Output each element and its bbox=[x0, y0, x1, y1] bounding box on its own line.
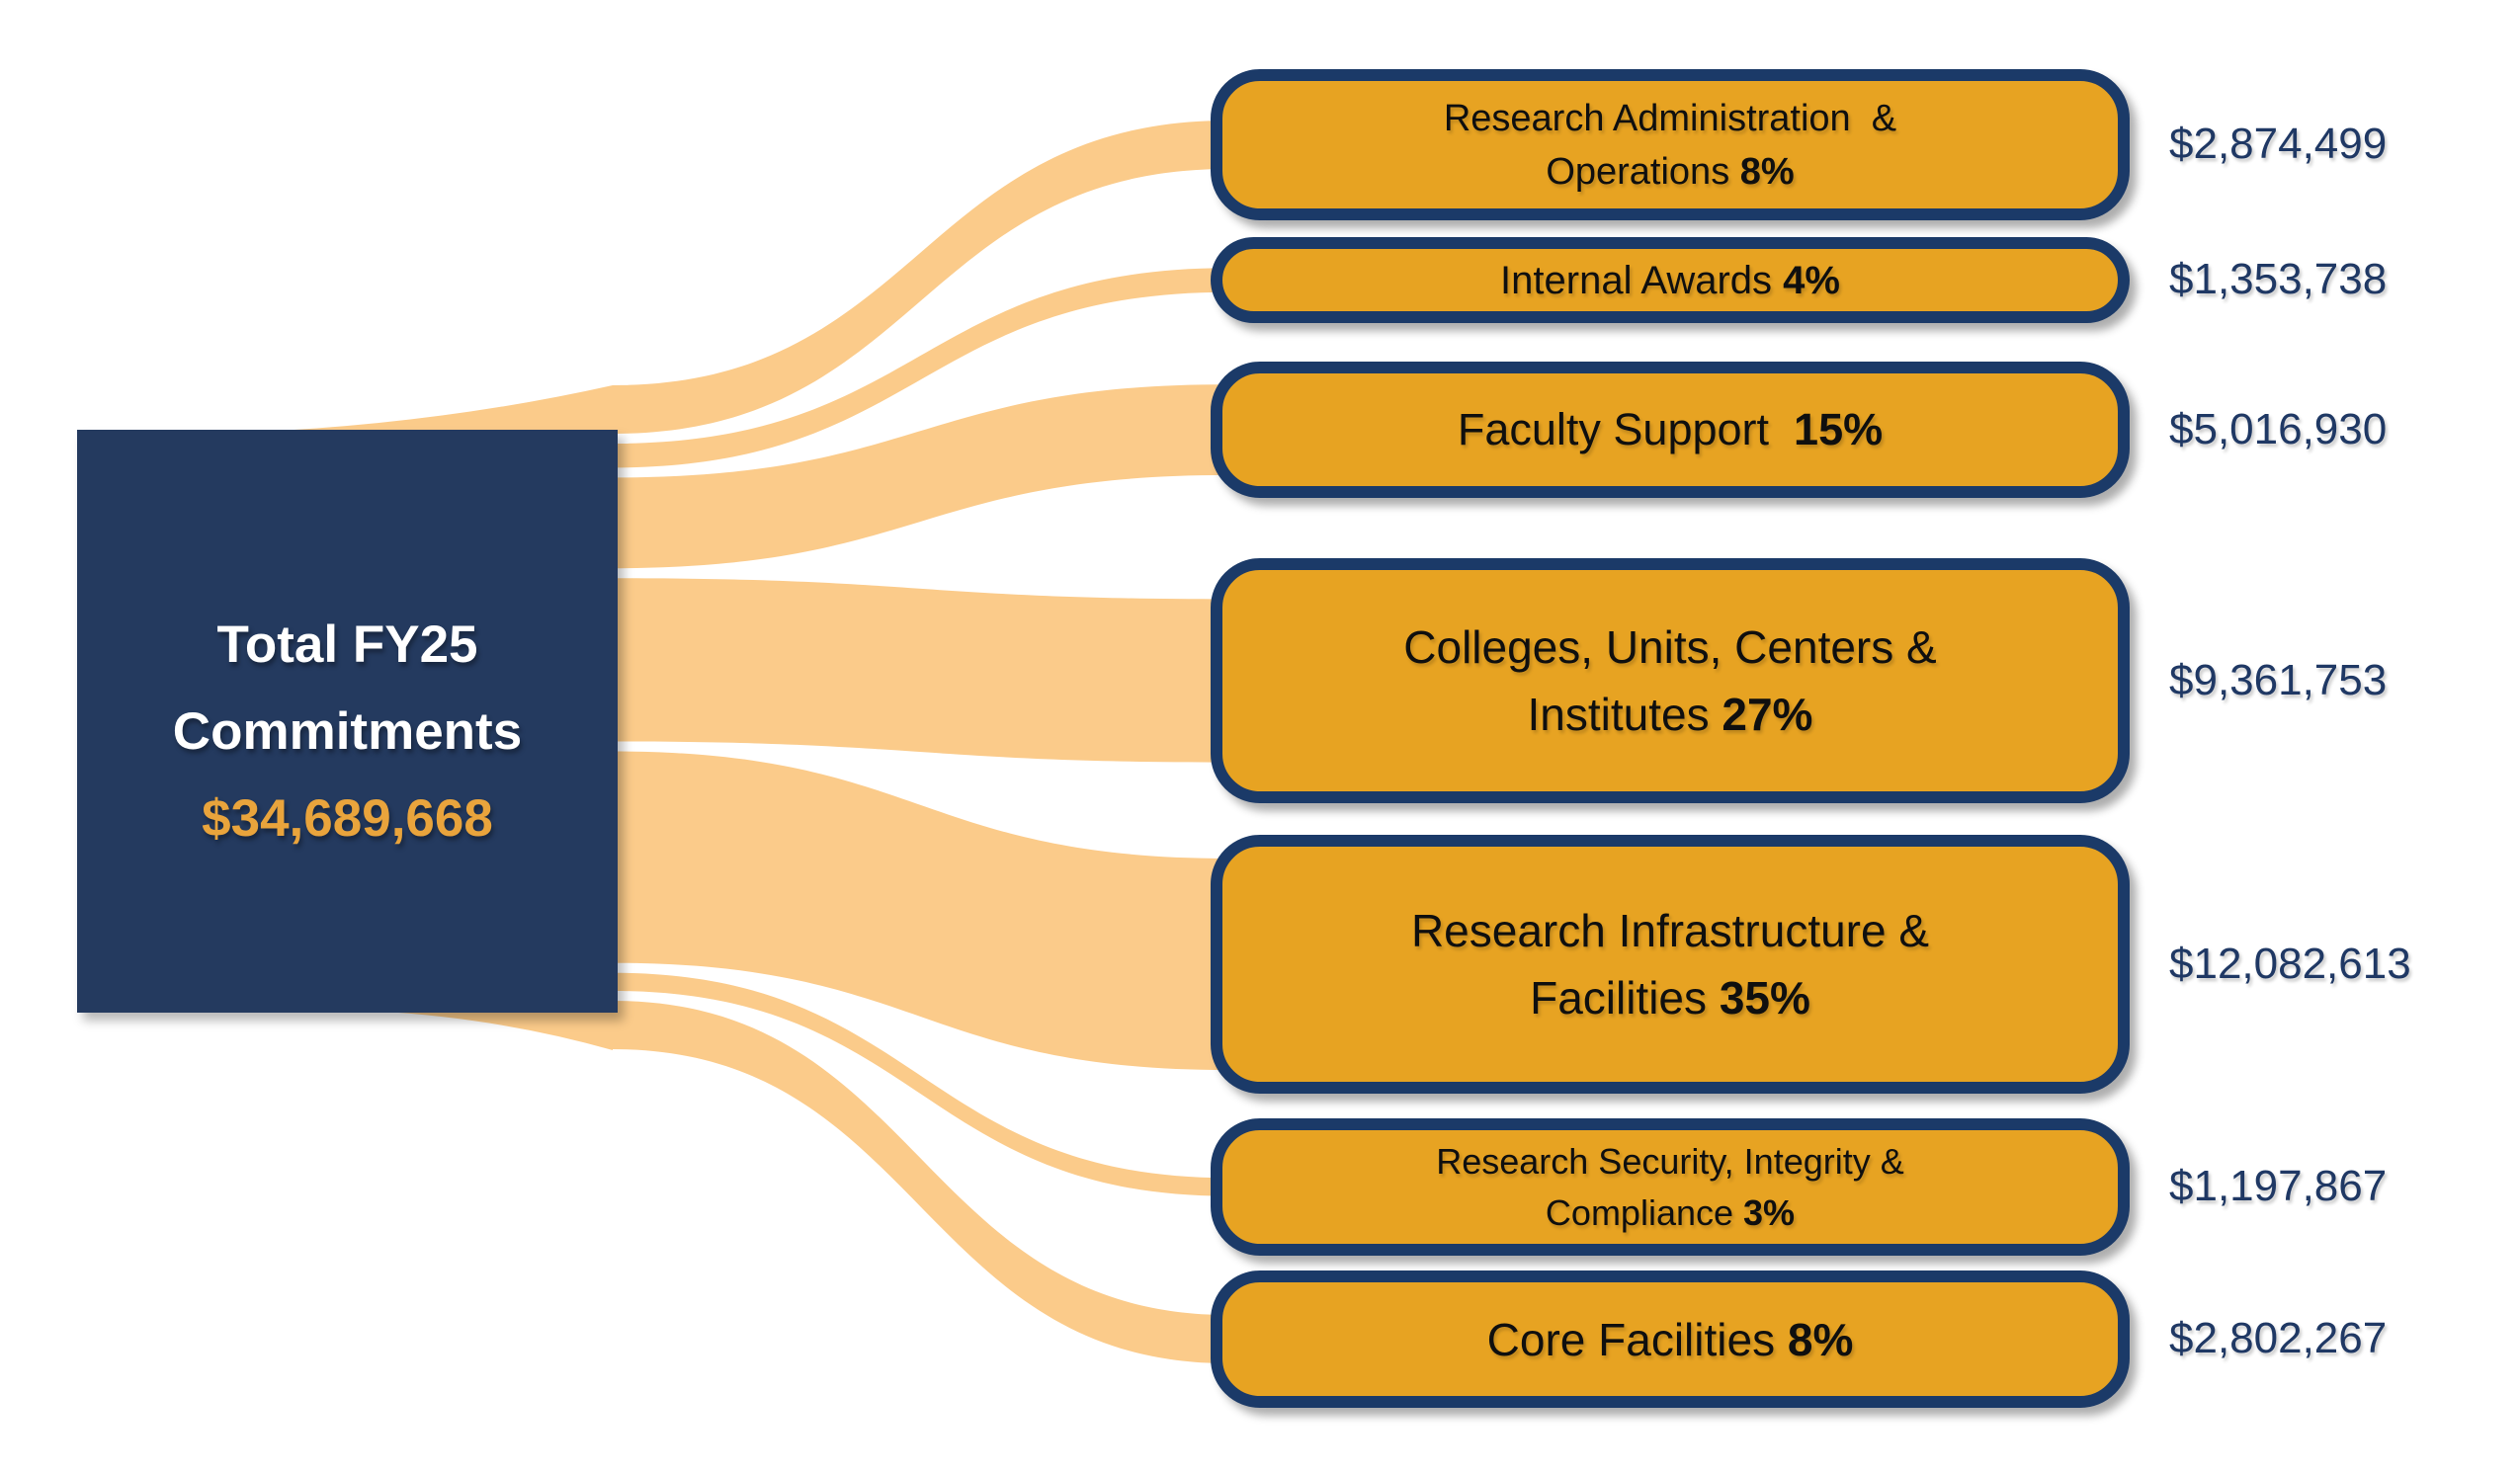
category-label-line: Research Administration & bbox=[1444, 92, 1896, 145]
category-label-line: Research Security, Integrity & bbox=[1436, 1136, 1904, 1188]
category-percent: 8% bbox=[1787, 1313, 1854, 1365]
flow-ribbon-3 bbox=[613, 578, 1228, 763]
flow-ribbon-4 bbox=[613, 751, 1228, 1071]
value-internal-awards: $1,353,738 bbox=[2169, 255, 2388, 303]
value-colleges-units-centers-institutes: $9,361,753 bbox=[2169, 656, 2388, 704]
category-box-colleges-units-centers-institutes: Colleges, Units, Centers & Institutes 27… bbox=[1211, 558, 2130, 803]
total-commitments-box: Total FY25 Commitments $34,689,668 bbox=[77, 430, 618, 1013]
category-label-text: Research Administration & bbox=[1443, 97, 1897, 139]
category-label-text: Facilities bbox=[1530, 972, 1708, 1024]
flow-shoulder-bottom bbox=[341, 1010, 613, 1050]
category-label-line: Institutes 27% bbox=[1528, 681, 1813, 748]
category-label-text: Core Facilities bbox=[1486, 1313, 1776, 1365]
category-label-text: Colleges, Units, Centers & bbox=[1403, 621, 1937, 673]
category-percent: 8% bbox=[1739, 150, 1795, 193]
category-label-line: Facilities 35% bbox=[1530, 964, 1810, 1031]
category-label-text: Institutes bbox=[1527, 689, 1710, 740]
category-percent: 27% bbox=[1722, 689, 1813, 740]
category-percent: 15% bbox=[1794, 404, 1884, 454]
category-percent: 35% bbox=[1719, 972, 1810, 1024]
total-title-line1: Total FY25 bbox=[216, 615, 478, 674]
category-label-line: Internal Awards 4% bbox=[1500, 253, 1840, 308]
category-label-line: Core Facilities 8% bbox=[1487, 1309, 1854, 1370]
category-label-text: Faculty Support bbox=[1457, 404, 1782, 454]
total-title-line2: Commitments bbox=[172, 702, 523, 761]
category-label-text: Compliance bbox=[1545, 1191, 1734, 1233]
category-label-text: Research Security, Integrity & bbox=[1436, 1140, 1904, 1182]
flow-ribbon-6 bbox=[613, 1001, 1228, 1363]
category-box-core-facilities: Core Facilities 8% bbox=[1211, 1270, 2130, 1408]
category-box-research-infrastructure-facilities: Research Infrastructure & Facilities 35% bbox=[1211, 835, 2130, 1094]
value-core-facilities: $2,802,267 bbox=[2169, 1314, 2388, 1362]
total-amount: $34,689,668 bbox=[202, 789, 493, 848]
flow-shoulder-top bbox=[260, 385, 613, 432]
flow-ribbon-2 bbox=[613, 384, 1228, 569]
category-label-text: Research Infrastructure & bbox=[1410, 905, 1930, 956]
category-label-line: Colleges, Units, Centers & bbox=[1403, 614, 1936, 681]
category-label-line: Compliance 3% bbox=[1546, 1188, 1795, 1239]
category-percent: 4% bbox=[1783, 258, 1840, 302]
category-box-research-administration-operations: Research Administration & Operations 8% bbox=[1211, 69, 2130, 220]
category-label-line: Faculty Support 15% bbox=[1458, 399, 1883, 460]
value-research-security-integrity-compliance: $1,197,867 bbox=[2169, 1162, 2388, 1210]
flow-ribbon-5 bbox=[613, 972, 1228, 1196]
category-box-faculty-support: Faculty Support 15% bbox=[1211, 362, 2130, 498]
category-label-line: Operations 8% bbox=[1546, 145, 1794, 199]
category-label-text: Internal Awards bbox=[1500, 258, 1773, 302]
value-faculty-support: $5,016,930 bbox=[2169, 405, 2388, 453]
value-research-administration-operations: $2,874,499 bbox=[2169, 120, 2388, 168]
flow-ribbon-1 bbox=[613, 268, 1228, 468]
category-percent: 3% bbox=[1743, 1191, 1796, 1233]
category-label-text: Operations bbox=[1546, 150, 1730, 193]
category-box-internal-awards: Internal Awards 4% bbox=[1211, 237, 2130, 323]
category-box-research-security-integrity-compliance: Research Security, Integrity & Complianc… bbox=[1211, 1118, 2130, 1256]
category-label-line: Research Infrastructure & bbox=[1411, 897, 1929, 964]
flow-ribbon-0 bbox=[613, 121, 1228, 434]
value-research-infrastructure-facilities: $12,082,613 bbox=[2169, 940, 2411, 988]
